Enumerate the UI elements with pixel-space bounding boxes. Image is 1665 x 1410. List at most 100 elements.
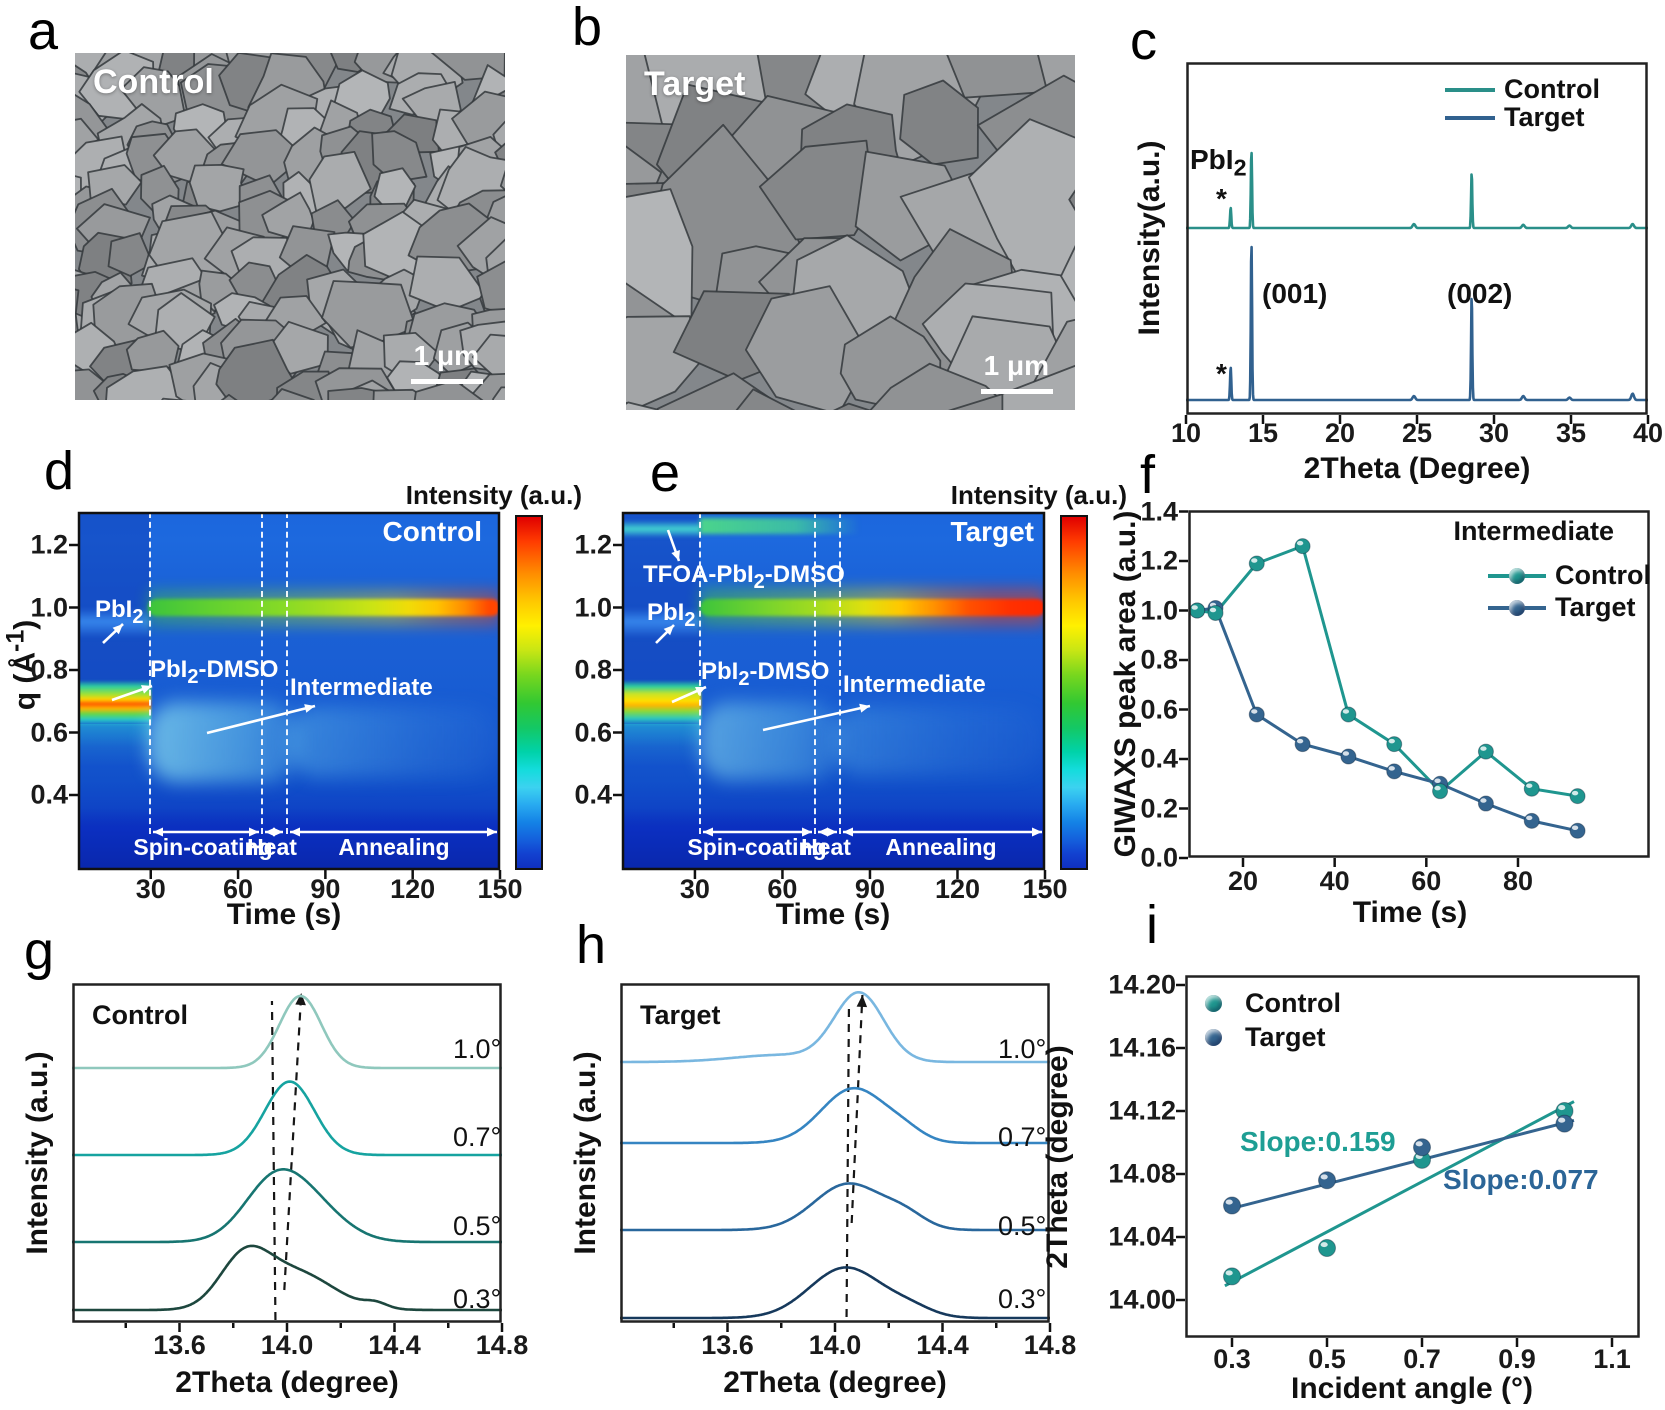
axis-tick: 0.4 bbox=[574, 779, 612, 810]
axis-tick: 13.6 bbox=[701, 1330, 754, 1360]
c-y-axis-label: Intensity(a.u.) bbox=[1133, 140, 1166, 336]
target-line-swatch bbox=[1488, 599, 1546, 616]
axis-tick: 120 bbox=[934, 874, 980, 904]
axis-tick: 14.0 bbox=[808, 1330, 862, 1360]
sem-texture bbox=[75, 53, 505, 400]
scale-bar-text: 1 μm bbox=[983, 350, 1049, 381]
panel-letter-b: b bbox=[572, 0, 603, 57]
pre-spin-tail bbox=[622, 724, 700, 766]
e-region-spin-coating: Spin-coating bbox=[687, 834, 827, 860]
intermediate-blob-fade bbox=[832, 707, 1045, 775]
axis-tick: 14.04 bbox=[1108, 1221, 1176, 1252]
g-panel-tag: Control bbox=[92, 1000, 188, 1030]
f-y-axis-label: GIWAXS peak area (a.u.) bbox=[1109, 510, 1142, 858]
spin-coating-start-line bbox=[149, 512, 151, 834]
axis-tick: 10 bbox=[1170, 418, 1202, 448]
h-angle-0.5: 0.5° bbox=[998, 1211, 1047, 1241]
control-line-swatch bbox=[1488, 567, 1546, 584]
e-region-heat: Heat bbox=[801, 834, 851, 860]
pre-spin-tail bbox=[78, 724, 150, 766]
axis-tick: 60 bbox=[767, 874, 798, 904]
axis-tick: 90 bbox=[854, 874, 885, 904]
f-x-axis-label: Time (s) bbox=[1352, 896, 1468, 929]
panel-letter-g: g bbox=[24, 921, 55, 981]
c-star-top: * bbox=[1216, 183, 1227, 214]
perovskite-band bbox=[700, 599, 1045, 616]
e-tfoa-annotation: TFOA-PbI2-DMSO bbox=[643, 561, 845, 593]
tfoa-band-pre bbox=[622, 520, 700, 538]
i-x-axis-label: Incident angle (°) bbox=[1290, 1372, 1534, 1405]
axis-tick: 20 bbox=[1324, 418, 1356, 448]
intermediate-blob-fade bbox=[288, 707, 500, 777]
f-legend-title: Intermediate bbox=[1453, 516, 1614, 546]
annealing-start-line bbox=[286, 512, 288, 834]
sem-label-control: Control bbox=[93, 63, 214, 101]
d-intermediate-annotation: Intermediate bbox=[290, 674, 433, 701]
axis-tick: 14.8 bbox=[1023, 1330, 1077, 1360]
g-angle-1.0: 1.0° bbox=[453, 1034, 502, 1064]
d-panel-tag: Control bbox=[382, 516, 482, 547]
axis-tick: 150 bbox=[477, 874, 523, 904]
panel-letter-i: i bbox=[1146, 895, 1158, 955]
h-x-axis-label: 2Theta (degree) bbox=[723, 1366, 947, 1399]
e-pbi2-annotation: PbI2 bbox=[647, 599, 696, 631]
spin-coating-start-line bbox=[699, 512, 701, 834]
axis-tick: 0.2 bbox=[1140, 793, 1178, 823]
axis-tick: 1.0 bbox=[1140, 595, 1178, 625]
axis-tick: 1.1 bbox=[1593, 1344, 1631, 1374]
panel-letter-d: d bbox=[44, 441, 75, 501]
c-001-label: (001) bbox=[1262, 278, 1328, 309]
axis-tick: 0.6 bbox=[1140, 694, 1178, 724]
sem-image-control: Control 1 μm bbox=[75, 53, 505, 400]
panel-letter-f: f bbox=[1140, 445, 1156, 505]
axis-tick: 0.6 bbox=[574, 717, 612, 747]
sem-image-target: Target 1 μm bbox=[626, 55, 1075, 410]
e-intermediate-annotation: Intermediate bbox=[843, 671, 986, 698]
axis-tick: 60 bbox=[223, 874, 254, 904]
axis-tick: 120 bbox=[390, 874, 436, 904]
axis-tick: 150 bbox=[1022, 874, 1068, 904]
axis-tick: 0.0 bbox=[1140, 842, 1178, 873]
h-y-axis-label: Intensity (a.u.) bbox=[569, 1051, 602, 1255]
axis-tick: 1.0 bbox=[574, 592, 612, 622]
target-line-swatch bbox=[1445, 115, 1495, 120]
giwaxs-heatmap-target bbox=[622, 512, 1045, 870]
scale-bar-line bbox=[981, 389, 1053, 394]
heatmap-bottom-strip bbox=[622, 808, 1045, 870]
axis-tick: 14.4 bbox=[916, 1330, 969, 1360]
axis-tick: 14.8 bbox=[475, 1330, 529, 1360]
sem-label-target: Target bbox=[644, 65, 746, 103]
g-angle-0.5: 0.5° bbox=[453, 1211, 502, 1241]
d-region-annealing: Annealing bbox=[338, 834, 450, 860]
annealing-start-line bbox=[839, 512, 841, 834]
i-y-axis-label: 2Theta (degree) bbox=[1041, 1045, 1074, 1269]
axis-tick: 14.20 bbox=[1108, 969, 1176, 1000]
e-region-annealing: Annealing bbox=[885, 834, 997, 860]
d-x-axis-label: Time (s) bbox=[226, 898, 342, 931]
heat-start-line bbox=[814, 512, 816, 834]
control-line-swatch bbox=[1445, 87, 1495, 92]
axis-tick: 40 bbox=[1632, 418, 1664, 448]
tfoa-band-spin bbox=[700, 518, 860, 534]
axis-tick: 40 bbox=[1319, 866, 1350, 896]
axis-tick: 14.12 bbox=[1108, 1095, 1176, 1126]
axis-tick: 15 bbox=[1247, 418, 1279, 448]
axis-tick: 25 bbox=[1401, 418, 1433, 448]
h-panel-tag: Target bbox=[640, 1000, 721, 1030]
axis-tick: 1.2 bbox=[1140, 545, 1178, 576]
axis-tick: 14.0 bbox=[260, 1330, 314, 1360]
panel-letter-h: h bbox=[576, 915, 607, 975]
colorbar-target bbox=[1060, 515, 1088, 870]
axis-tick: 14.00 bbox=[1108, 1284, 1176, 1315]
axis-tick: 80 bbox=[1502, 866, 1533, 896]
xrd-chart bbox=[1184, 62, 1650, 424]
axis-tick: 14.16 bbox=[1108, 1032, 1176, 1063]
i-slope-control: Slope:0.159 bbox=[1240, 1126, 1396, 1157]
h-angle-1.0: 1.0° bbox=[998, 1034, 1047, 1064]
axis-tick: 1.0 bbox=[30, 592, 68, 622]
pbi2-dmso-band bbox=[622, 680, 701, 726]
colorbar-title: Intensity (a.u.) bbox=[950, 480, 1127, 510]
depth-xrd-target bbox=[619, 983, 1052, 1332]
f-legend-target: Target bbox=[1488, 594, 1636, 621]
